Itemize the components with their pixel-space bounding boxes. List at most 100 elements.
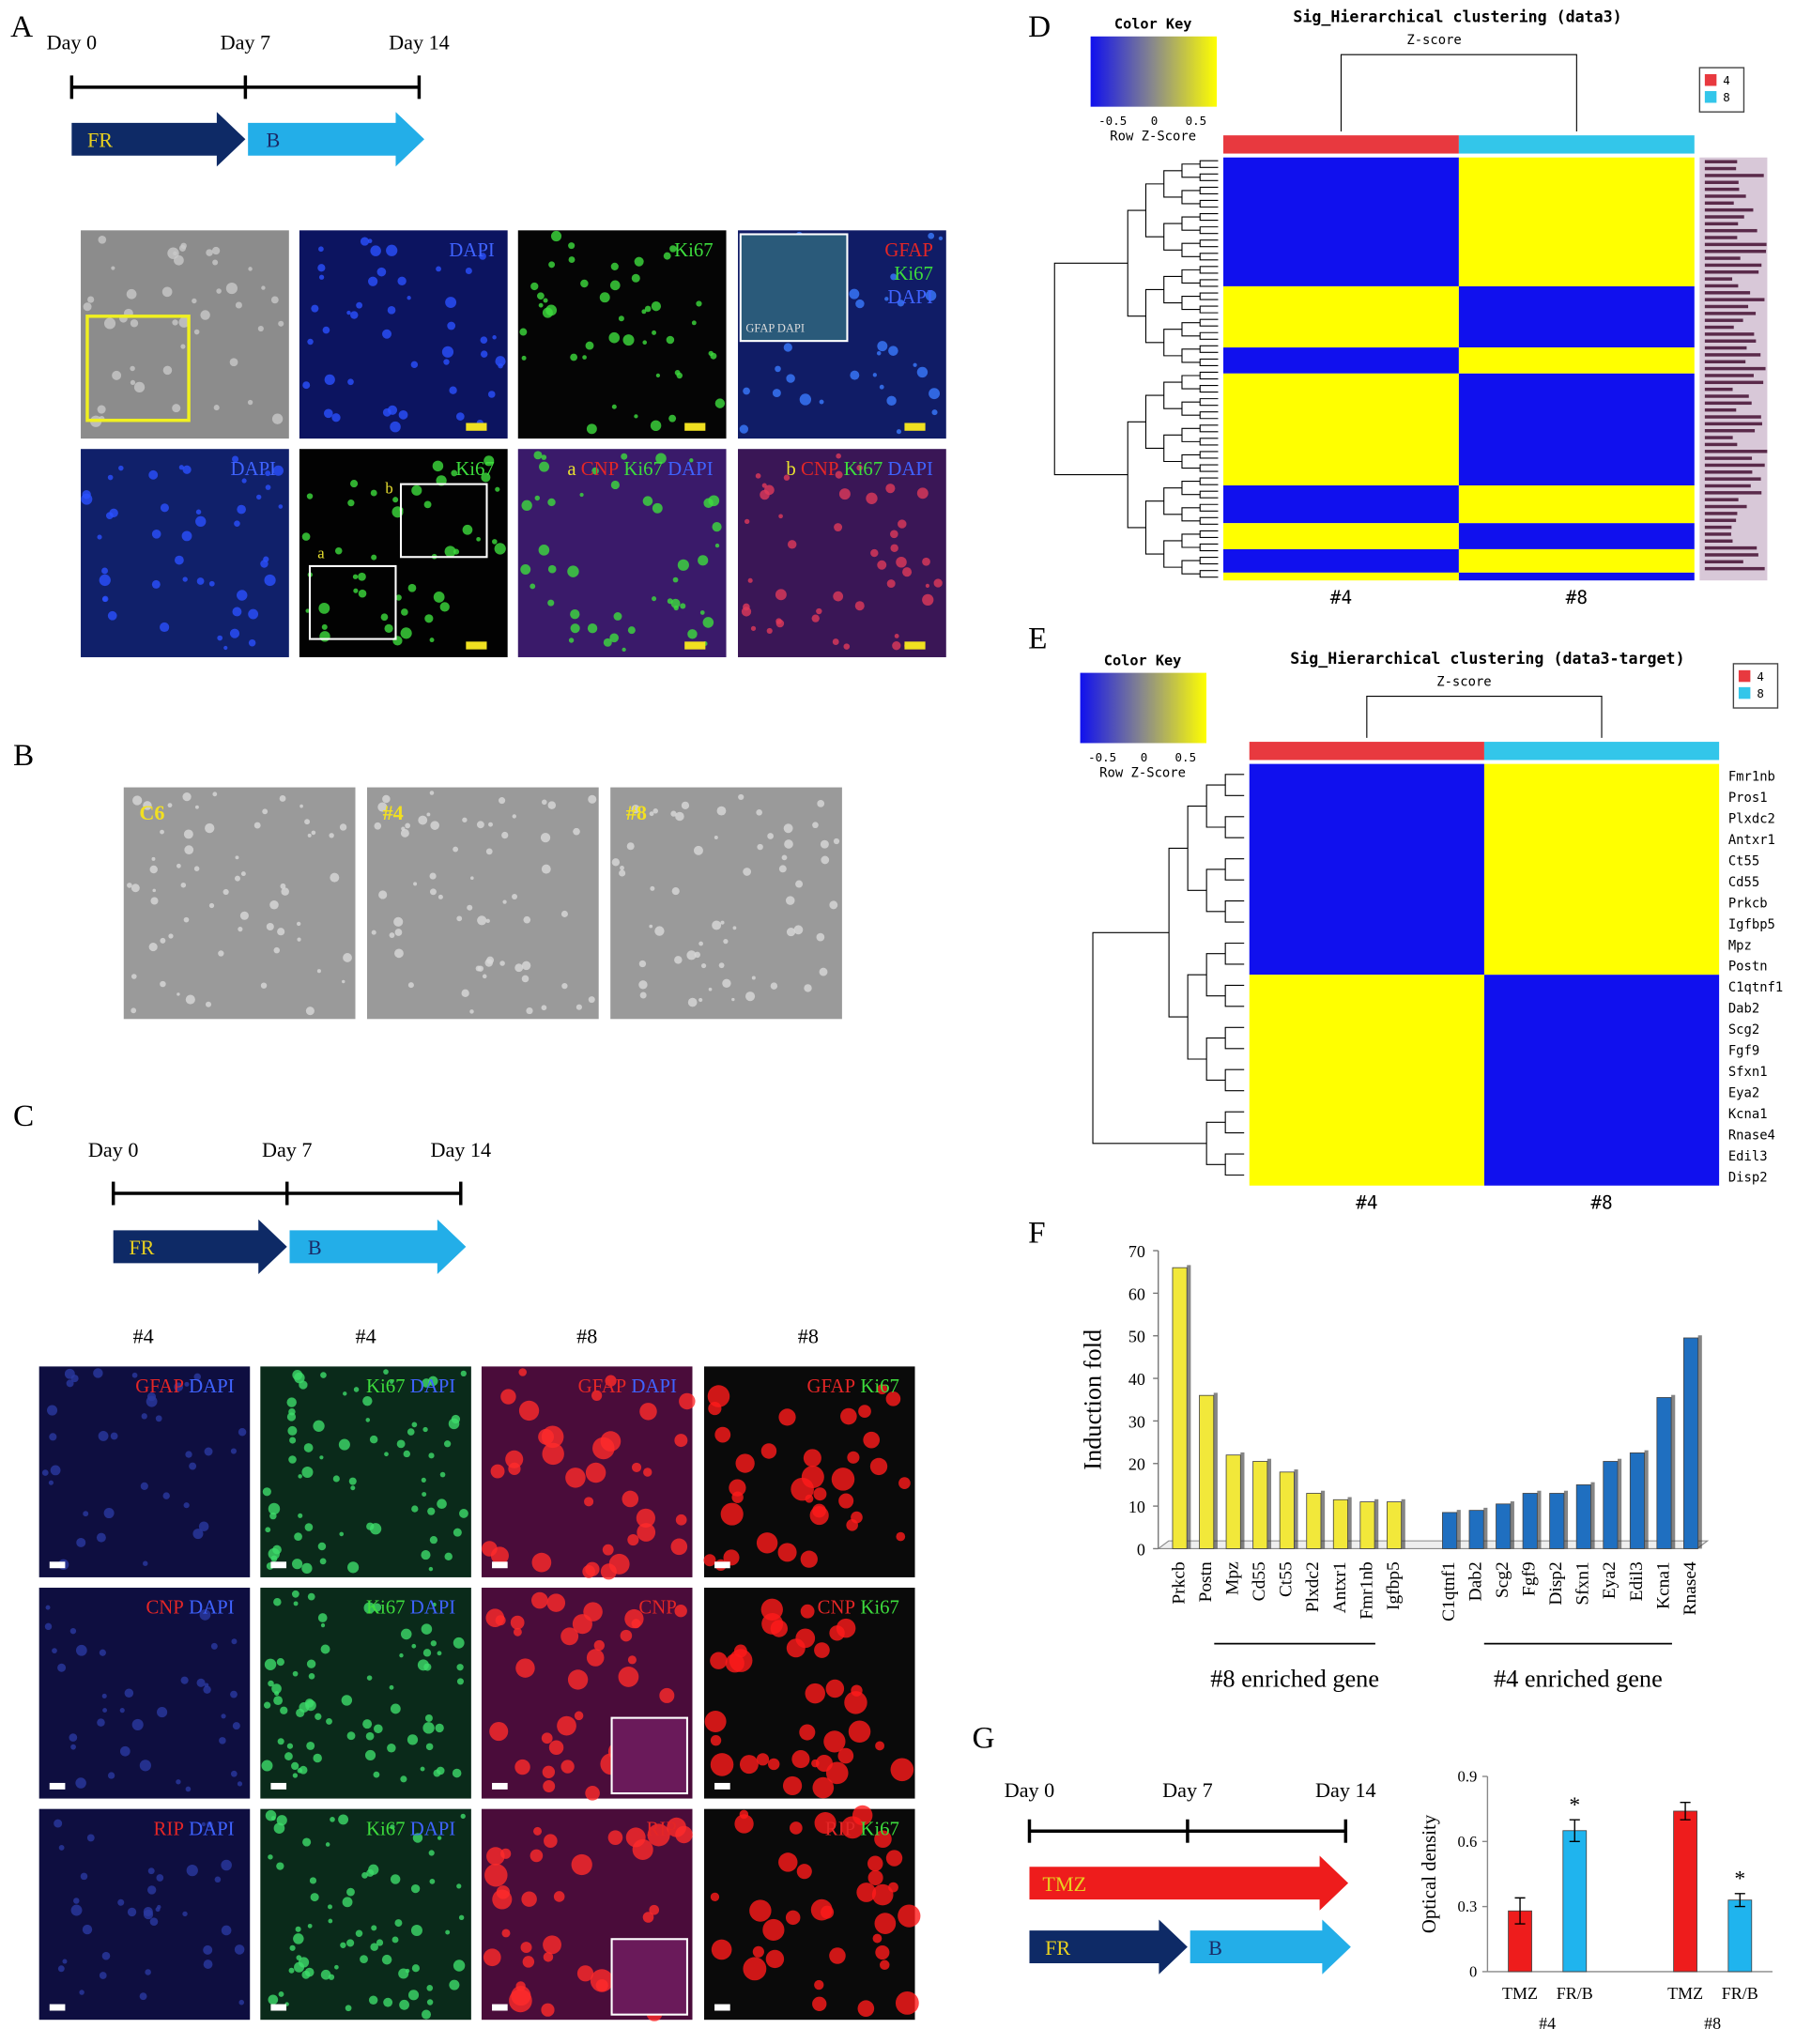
cell: [371, 554, 377, 561]
cell: [111, 266, 115, 270]
cell: [609, 633, 619, 643]
cell: [548, 261, 556, 269]
cell: [118, 465, 124, 471]
scale-bar: [904, 423, 926, 431]
cell: [651, 301, 662, 312]
cell: [143, 801, 152, 810]
cell: [456, 1664, 464, 1671]
cell: [667, 598, 673, 605]
image-label: #4: [383, 801, 404, 824]
roi-box: [308, 564, 397, 640]
cell: [840, 1407, 857, 1425]
cell: [174, 1382, 183, 1392]
column-bar: [1223, 135, 1459, 154]
column-header: #4: [356, 1324, 376, 1347]
x-tick-label: Prkcb: [1169, 1561, 1189, 1604]
cell: [264, 1701, 271, 1709]
heatmap-block: [1223, 285, 1459, 348]
dendrogram: [1163, 223, 1182, 251]
row-label-text: [1704, 318, 1743, 322]
bar-side: [1294, 1469, 1298, 1549]
cell: [234, 875, 240, 882]
heatmap-block: [1483, 763, 1720, 976]
x-tick-label: Cd55: [1250, 1561, 1269, 1601]
cell: [890, 1758, 914, 1782]
cell: [539, 461, 550, 472]
cell: [838, 488, 851, 500]
stain-word: CNP: [581, 458, 619, 480]
cell: [193, 329, 200, 335]
cell: [704, 1710, 727, 1732]
cell: [50, 1465, 61, 1476]
stain-label: CNP Ki67: [818, 1597, 899, 1619]
legend-label: 4: [1757, 669, 1764, 684]
cell: [499, 961, 505, 966]
legend-label: 4: [1723, 73, 1730, 87]
cell: [423, 500, 432, 509]
cell: [313, 1420, 325, 1432]
bar-side: [1374, 1498, 1379, 1549]
dendrogram: [1199, 345, 1219, 353]
dendrogram: [1181, 427, 1201, 442]
cell: [373, 1771, 380, 1778]
stain-word: Ki67: [674, 239, 714, 261]
cell: [812, 1776, 835, 1799]
cell: [462, 817, 468, 822]
dendrogram: [1181, 269, 1201, 284]
stain-word: Ki67: [860, 1818, 899, 1839]
cell: [582, 355, 587, 360]
cell: [652, 330, 657, 335]
cell: [278, 1991, 284, 1997]
cell: [203, 1685, 211, 1694]
cell: [358, 572, 366, 581]
cell: [560, 1760, 575, 1774]
cell: [634, 256, 644, 267]
row-label-text: [1704, 312, 1757, 315]
arrow-label: TMZ: [1042, 1872, 1086, 1896]
x-tick-label: Mpz: [1223, 1561, 1243, 1595]
cell: [448, 1418, 460, 1430]
cell: [492, 1889, 513, 1910]
cell: [483, 1948, 501, 1967]
cell: [390, 1824, 395, 1830]
dendrogram: [1199, 438, 1219, 446]
cell: [743, 868, 752, 876]
dendrogram: [1199, 199, 1219, 208]
cell: [221, 1859, 232, 1871]
cell: [844, 1691, 867, 1714]
cell: [210, 1642, 218, 1650]
cell: [631, 1462, 642, 1472]
cell: [253, 822, 261, 829]
cell: [309, 1877, 317, 1884]
cell: [743, 387, 750, 395]
cell: [855, 299, 865, 309]
row-label-text: [1704, 525, 1732, 530]
heatmap-block: [1223, 572, 1459, 581]
cell: [278, 320, 284, 327]
micrograph: [81, 449, 289, 657]
cell: [180, 1676, 189, 1684]
column-label: #8: [1590, 1192, 1612, 1214]
arrow-label: B: [1208, 1936, 1222, 1959]
cell: [714, 1426, 731, 1443]
cell: [302, 381, 311, 390]
stain-label: RIP DAPI: [154, 1818, 235, 1839]
cell: [101, 1951, 111, 1960]
cell: [462, 524, 473, 535]
dendrogram: [1168, 847, 1189, 1018]
cell: [248, 608, 259, 620]
stain-word: DAPI: [189, 1818, 235, 1839]
cell: [284, 1752, 293, 1760]
cell: [346, 1939, 355, 1947]
x-tick-label: Fgf9: [1520, 1561, 1540, 1596]
row-label-text: [1704, 442, 1738, 447]
cell: [193, 1373, 202, 1381]
cell: [642, 1912, 654, 1923]
cell: [453, 1637, 465, 1649]
cell: [384, 623, 393, 633]
cell: [738, 793, 744, 801]
cell: [520, 564, 531, 575]
cell: [391, 1936, 399, 1944]
cell: [568, 256, 576, 264]
row-label-text: [1704, 284, 1739, 288]
